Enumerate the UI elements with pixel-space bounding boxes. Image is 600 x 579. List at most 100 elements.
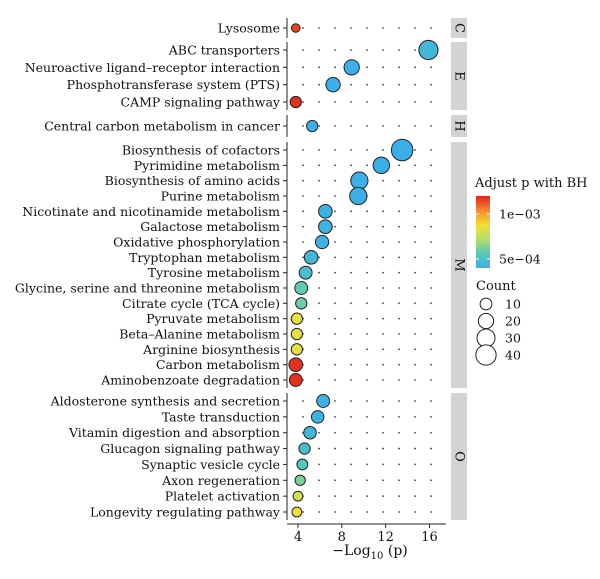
- grid-dot: [430, 379, 432, 381]
- grid-dot: [334, 125, 336, 127]
- grid-dot: [398, 317, 400, 320]
- pathway-label: Beta–Alanine metabolism: [119, 327, 280, 342]
- data-point: [418, 39, 439, 61]
- grid-dot: [382, 225, 384, 228]
- grid-dot: [302, 179, 304, 182]
- grid-dot: [350, 149, 352, 151]
- grid-dot: [350, 27, 352, 29]
- grid-dot: [430, 511, 432, 513]
- grid-dot: [334, 241, 336, 243]
- data-point: [316, 394, 331, 408]
- grid-dot: [302, 511, 304, 513]
- data-point: [303, 250, 319, 265]
- grid-dot: [318, 317, 320, 320]
- pathway-label: Pyrimidine metabolism: [134, 158, 280, 173]
- grid-dot: [350, 463, 352, 466]
- data-point: [349, 186, 368, 206]
- grid-dot: [430, 241, 432, 243]
- size-legend-entry: 10: [479, 297, 521, 312]
- grid-dot: [318, 27, 320, 29]
- grid-dot: [302, 256, 304, 259]
- facet-strip-label: M: [452, 258, 467, 271]
- grid-dot: [382, 302, 384, 305]
- grid-dot: [334, 379, 336, 381]
- grid-dot: [334, 333, 336, 335]
- facet-strip-label: H: [452, 120, 467, 131]
- facet-strip-box: [451, 18, 467, 38]
- pathway-label: Arginine biosynthesis: [142, 342, 280, 357]
- grid-dot: [350, 125, 352, 127]
- grid-layer: [302, 27, 432, 513]
- grid-dot: [414, 149, 416, 151]
- pathway-label: Central carbon metabolism in cancer: [44, 119, 280, 134]
- grid-dot: [350, 83, 352, 86]
- pathway-label: Nicotinate and nicotinamide metabolism: [22, 204, 280, 219]
- data-point: [294, 281, 309, 295]
- grid-dot: [302, 400, 304, 402]
- grid-dot: [414, 379, 416, 381]
- x-axis-label-main: −Log: [332, 543, 370, 559]
- grid-dot: [318, 66, 320, 69]
- pathway-label-layer: Lysosome ABC transporters Neuroactive liga…: [15, 21, 281, 520]
- color-legend-bar: [476, 196, 490, 268]
- grid-dot: [430, 256, 432, 259]
- grid-dot: [334, 179, 336, 182]
- pathway-label: Biosynthesis of amino acids: [105, 173, 280, 188]
- x-axis-title: −Log10 (p): [332, 543, 408, 562]
- grid-dot: [398, 287, 400, 289]
- grid-dot: [398, 271, 400, 274]
- grid-dot: [430, 479, 432, 482]
- grid-dot: [398, 66, 400, 69]
- grid-dot: [414, 363, 416, 366]
- data-point: [298, 265, 313, 280]
- data-point: [289, 95, 302, 109]
- grid-dot: [382, 415, 384, 418]
- grid-dot: [382, 379, 384, 381]
- pathway-label: Purine metabolism: [161, 189, 281, 204]
- grid-dot: [382, 241, 384, 243]
- data-point: [314, 234, 330, 250]
- grid-dot: [382, 431, 384, 434]
- grid-dot: [318, 164, 320, 167]
- grid-dot: [366, 348, 368, 351]
- size-legend-entry: 20: [477, 312, 521, 330]
- x-tick-label: 16: [421, 530, 438, 545]
- grid-dot: [382, 511, 384, 513]
- data-point: [292, 490, 304, 502]
- grid-dot: [398, 101, 400, 103]
- grid-dot: [318, 287, 320, 289]
- x-tick-label: 12: [377, 530, 394, 545]
- grid-dot: [398, 164, 400, 167]
- size-legend-circle: [479, 297, 493, 311]
- grid-dot: [334, 363, 336, 366]
- grid-dot: [366, 431, 368, 434]
- grid-dot: [350, 164, 352, 167]
- grid-dot: [302, 225, 304, 228]
- grid-dot: [414, 66, 416, 69]
- data-point: [306, 119, 319, 133]
- pathway-label: Glucagon signaling pathway: [100, 441, 281, 456]
- data-point: [372, 156, 391, 175]
- grid-dot: [366, 256, 368, 259]
- size-legend-label: 40: [505, 348, 521, 363]
- data-point: [390, 138, 414, 162]
- facet-strip-label: C: [452, 23, 467, 33]
- pathway-label: Lysosome: [218, 21, 280, 36]
- grid-dot: [414, 348, 416, 351]
- grid-dot: [350, 495, 352, 498]
- grid-dot: [382, 463, 384, 466]
- grid-dot: [350, 225, 352, 228]
- grid-dot: [334, 101, 336, 103]
- grid-dot: [318, 179, 320, 182]
- grid-dot: [382, 101, 384, 103]
- grid-dot: [350, 415, 352, 418]
- grid-dot: [318, 83, 320, 86]
- size-legend-entry: 30: [476, 328, 521, 348]
- grid-dot: [366, 164, 368, 167]
- grid-dot: [414, 179, 416, 182]
- data-point: [290, 343, 304, 356]
- grid-dot: [382, 271, 384, 274]
- grid-dot: [382, 66, 384, 69]
- facet-strip-box: [451, 42, 467, 110]
- grid-dot: [318, 379, 320, 381]
